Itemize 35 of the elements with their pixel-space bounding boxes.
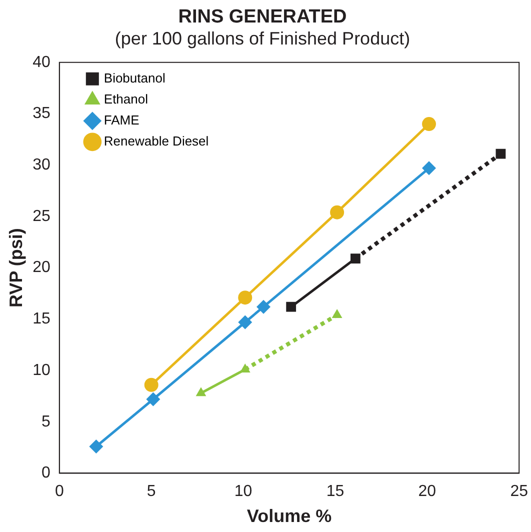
y-tick-label: 10 [32,362,50,379]
y-tick-label: 20 [32,259,50,276]
y-tick-label: 25 [32,208,50,225]
x-tick-label: 0 [54,483,64,500]
point [146,392,160,406]
point [144,378,158,392]
legend-label: Renewable Diesel [104,133,209,148]
x-tick-label: 15 [326,483,344,500]
point [496,148,506,159]
chart-title: RINS GENERATED [178,6,347,28]
x-tick-label: 25 [510,483,528,500]
legend-label: FAME [104,112,140,128]
point [256,300,271,314]
x-tick-label: 10 [234,483,252,500]
point [422,161,436,176]
legend-label: Ethanol [104,91,148,106]
point [238,290,252,305]
x-axis-title: Volume % [246,506,332,526]
point [286,302,296,312]
y-tick-label: 35 [32,105,50,122]
y-tick-label: 40 [32,54,50,71]
point [330,205,344,220]
point [422,117,436,132]
y-tick-label: 30 [32,156,50,174]
y-axis-title: RVP (psi) [6,228,26,308]
chart-subtitle: (per 100 gallons of Finished Product) [114,28,410,49]
point [350,254,360,264]
x-tick-label: 5 [146,483,156,500]
point [89,440,104,454]
y-tick-label: 15 [32,310,50,328]
y-tick-label: 5 [41,413,50,430]
x-tick-label: 20 [418,483,436,500]
y-tick-label: 0 [41,464,50,482]
point [238,315,252,330]
legend-label: Biobutanol [104,70,166,86]
